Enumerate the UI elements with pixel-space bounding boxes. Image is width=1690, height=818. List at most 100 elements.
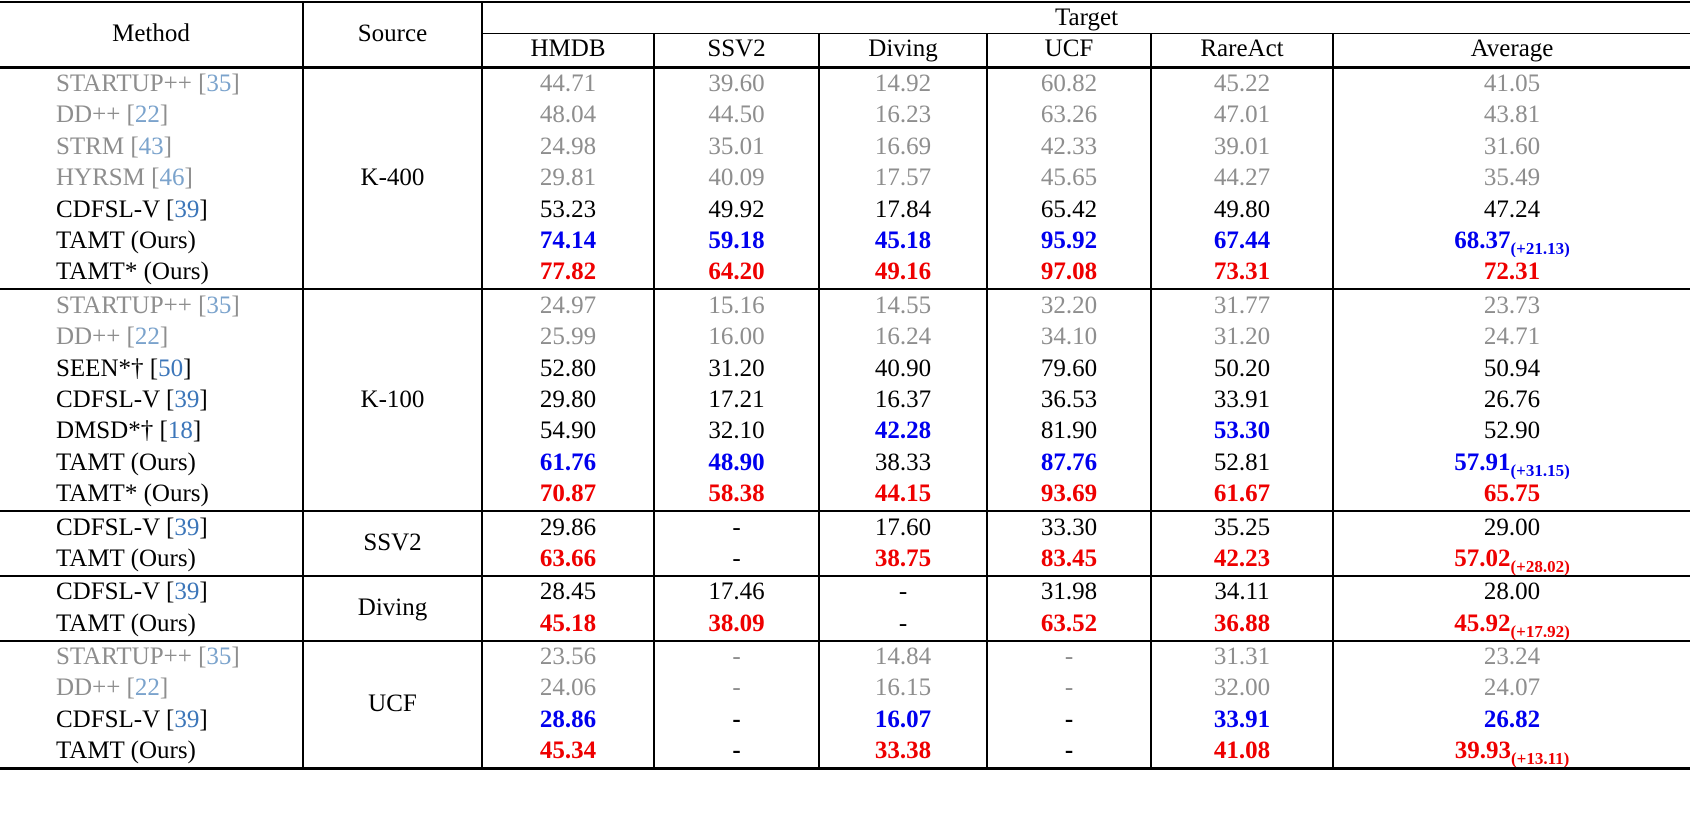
- method-cell: DD++ [22]: [0, 672, 304, 705]
- value-cell: 34.11: [1150, 574, 1334, 609]
- value-cell: 14.92: [818, 66, 988, 100]
- value-cell: 28.86: [481, 704, 655, 736]
- citation-link[interactable]: 22: [134, 674, 160, 702]
- value-cell: 83.45: [986, 543, 1152, 576]
- method-cell: STARTUP++ [35]: [0, 66, 304, 100]
- citation-link[interactable]: 39: [174, 195, 200, 223]
- table-row: TAMT (Ours) 45.34-33.38-41.08 39.93(+13.11…: [0, 735, 1690, 769]
- value-cell: 32.10: [653, 415, 820, 448]
- citation-link[interactable]: 39: [174, 705, 200, 733]
- table-row: DD++ [22] 24.06-16.15-32.00 24.07: [0, 672, 1690, 705]
- value-cell: 52.81: [1150, 447, 1334, 479]
- table-body: STARTUP++ [35] K-400 44.71 39.60 14.92 60.82 4…: [0, 65, 1690, 769]
- table-row: STARTUP++ [35] K-100 24.97 15.16 14.55 32.20 3…: [0, 288, 1690, 511]
- column-header-target: Target: [480, 2, 1690, 34]
- value-cell: 23.56: [481, 639, 655, 673]
- value-cell: 74.14: [481, 225, 655, 257]
- citation-link[interactable]: 43: [138, 132, 164, 160]
- value-cell: 15.16: [653, 288, 820, 322]
- table-row: TAMT* (Ours) 77.82 64.20 49.16 97.08 73.31 72.…: [0, 256, 1690, 290]
- value-cell: 17.84: [818, 194, 988, 226]
- value-cell: 29.00: [1331, 509, 1690, 544]
- method-cell: STARTUP++ [35]: [0, 639, 304, 673]
- value-cell: 87.76: [986, 447, 1152, 479]
- value-cell: 14.55: [818, 288, 988, 322]
- value-cell: 24.06: [481, 672, 655, 705]
- method-cell: TAMT* (Ours): [0, 256, 304, 290]
- value-cell: -: [653, 509, 820, 544]
- value-cell: 14.84: [818, 639, 988, 673]
- citation-link[interactable]: 46: [159, 164, 185, 192]
- value-cell: 16.37: [818, 384, 988, 416]
- value-cell: 59.18: [653, 225, 820, 257]
- value-cell: -: [986, 639, 1152, 673]
- value-cell: 17.21: [653, 384, 820, 416]
- value-cell: 24.07: [1331, 672, 1690, 705]
- value-cell: 42.33: [986, 131, 1152, 163]
- value-cell: 28.00: [1331, 574, 1690, 609]
- value-cell: 50.94: [1331, 353, 1690, 385]
- value-cell: 42.23: [1150, 543, 1334, 576]
- value-cell: 49.16: [818, 256, 988, 290]
- value-cell: 50.20: [1150, 353, 1334, 385]
- citation-link[interactable]: 39: [174, 513, 200, 541]
- value-cell: 32.20: [986, 288, 1152, 322]
- value-cell: 43.81: [1331, 99, 1690, 132]
- value-cell: 39.93(+13.11): [1331, 735, 1690, 769]
- value-cell: 72.31: [1331, 256, 1690, 290]
- method-cell: TAMT (Ours): [0, 225, 304, 257]
- value-cell: -: [653, 639, 820, 673]
- value-cell: 38.33: [818, 447, 988, 479]
- value-cell: 16.07: [818, 704, 988, 736]
- citation-link[interactable]: 39: [174, 578, 200, 606]
- table-row: DD++ [22] 48.04 44.50 16.23 63.26 47.01 43.81: [0, 99, 1690, 132]
- value-cell: 31.60: [1331, 131, 1690, 163]
- value-cell: 48.04: [481, 99, 655, 132]
- table-row: CDFSL-V [39] 53.23 49.92 17.84 65.42 49.80 47.…: [0, 194, 1690, 226]
- table-header: Method Source Target HMDB SSV2 Diving UC…: [0, 2, 1690, 69]
- table-row: TAMT (Ours) 63.66-38.75 83.45 42.23 57.02(+2…: [0, 543, 1690, 576]
- citation-link[interactable]: 35: [206, 643, 232, 671]
- value-cell: 52.80: [481, 353, 655, 385]
- value-cell: 24.98: [481, 131, 655, 163]
- citation-link[interactable]: 22: [134, 323, 160, 351]
- value-cell: 33.38: [818, 735, 988, 769]
- table-row: TAMT* (Ours) 70.87 58.38 44.15 93.69 61.67 65.…: [0, 478, 1690, 511]
- value-cell: 16.23: [818, 99, 988, 132]
- citation-link[interactable]: 35: [206, 70, 232, 98]
- value-cell: 23.24: [1331, 639, 1690, 673]
- citation-link[interactable]: 22: [134, 101, 160, 129]
- method-cell: TAMT (Ours): [0, 447, 304, 479]
- value-cell: 53.23: [481, 194, 655, 226]
- value-cell: 31.98: [986, 574, 1152, 609]
- value-cell: 39.01: [1150, 131, 1334, 163]
- value-cell: 60.82: [986, 66, 1152, 100]
- value-cell: 45.18: [818, 225, 988, 257]
- column-header-method: Method: [0, 2, 304, 69]
- citation-link[interactable]: 39: [174, 385, 200, 413]
- citation-link[interactable]: 50: [158, 354, 184, 382]
- source-cell: K-100: [302, 288, 483, 511]
- value-cell: 32.00: [1150, 672, 1334, 705]
- value-cell: 67.44: [1150, 225, 1334, 257]
- value-cell: 97.08: [986, 256, 1152, 290]
- column-header-diving: Diving: [818, 33, 988, 69]
- column-header-source: Source: [302, 2, 483, 69]
- value-cell: -: [818, 608, 988, 641]
- value-cell: 64.20: [653, 256, 820, 290]
- value-cell: 29.86: [481, 509, 655, 544]
- value-cell: -: [818, 574, 988, 609]
- column-header-ssv2: SSV2: [653, 33, 820, 69]
- gain-subscript: (+31.15): [1510, 460, 1570, 479]
- value-cell: 16.15: [818, 672, 988, 705]
- value-cell: 39.60: [653, 66, 820, 100]
- column-header-ucf: UCF: [986, 33, 1152, 69]
- citation-link[interactable]: 35: [206, 291, 232, 319]
- citation-link[interactable]: 18: [167, 417, 193, 445]
- value-cell: 73.31: [1150, 256, 1334, 290]
- column-header-rareact: RareAct: [1150, 33, 1334, 69]
- table-row: CDFSL-V [39] SSV2 29.86-17.60 33.30 35.25 29.…: [0, 509, 1690, 576]
- value-cell: -: [653, 704, 820, 736]
- value-cell: 24.71: [1331, 321, 1690, 354]
- value-cell: 54.90: [481, 415, 655, 448]
